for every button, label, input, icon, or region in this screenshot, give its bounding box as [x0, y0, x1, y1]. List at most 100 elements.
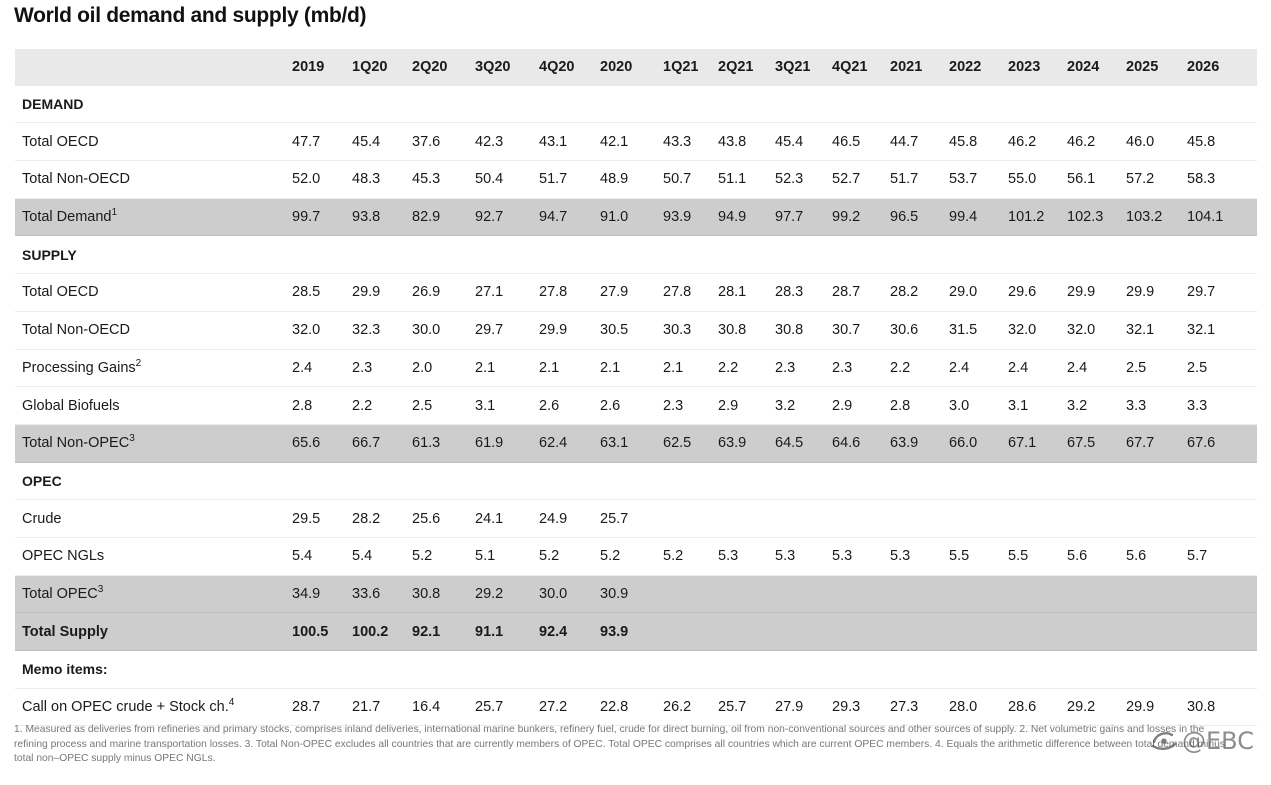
table-body: DEMAND Total OECD 47.7 45.4 37.6 42.3 43.1 42.1…: [15, 85, 1257, 727]
row-label: Total Non-OPEC3: [15, 424, 292, 463]
value-cell: 2.4: [949, 349, 1008, 388]
value-cell: [412, 85, 475, 124]
value-cell: [539, 85, 600, 124]
value-cell: [412, 235, 475, 275]
value-cell: 24.9: [539, 499, 600, 538]
value-cell: 3.0: [949, 386, 1008, 425]
table-row-global-biofuels: Global Biofuels 2.8 2.2 2.5 3.1 2.6 2.6 2.3 2.9 3…: [15, 386, 1257, 425]
value-cell: 64.5: [775, 424, 832, 463]
value-cell: [832, 462, 890, 501]
total-row-total-demand: Total Demand1 99.7 93.8 82.9 92.7 94.7 91.0 93.…: [15, 198, 1257, 237]
value-cell: 2.3: [352, 349, 412, 388]
value-cell: 5.3: [775, 537, 832, 576]
value-cell: 27.9: [775, 688, 832, 727]
value-cell: 56.1: [1067, 160, 1126, 199]
value-cell: 5.5: [1008, 537, 1067, 576]
value-cell: 2.6: [600, 386, 663, 425]
value-cell: 96.5: [890, 198, 949, 237]
row-label-text: Processing Gains: [22, 359, 136, 376]
value-cell: 29.7: [1187, 273, 1257, 312]
value-cell: 30.0: [539, 575, 600, 614]
value-cell: 92.1: [412, 612, 475, 651]
value-cell: 25.7: [718, 688, 775, 727]
value-cell: [663, 612, 718, 651]
value-cell: 52.7: [832, 160, 890, 199]
value-cell: 104.1: [1187, 198, 1257, 237]
value-cell: 93.9: [600, 612, 663, 651]
value-cell: [1008, 575, 1067, 614]
value-cell: 93.8: [352, 198, 412, 237]
value-cell: [832, 85, 890, 124]
value-cell: 5.4: [292, 537, 352, 576]
value-cell: 26.2: [663, 688, 718, 727]
value-cell: 30.9: [600, 575, 663, 614]
row-label-text: Crude: [22, 510, 62, 527]
value-cell: 2.1: [475, 349, 539, 388]
value-cell: 25.7: [600, 499, 663, 538]
value-cell: 32.0: [1067, 311, 1126, 350]
value-cell: [718, 575, 775, 614]
watermark-text: @EBC: [1182, 727, 1254, 755]
value-cell: 29.7: [475, 311, 539, 350]
value-cell: [663, 575, 718, 614]
column-header-1q21: 1Q21: [663, 49, 718, 86]
value-cell: 25.6: [412, 499, 475, 538]
value-cell: [775, 85, 832, 124]
value-cell: [1067, 499, 1126, 538]
value-cell: [718, 499, 775, 538]
value-cell: [1067, 575, 1126, 614]
value-cell: [890, 575, 949, 614]
table-row-total-oecd: Total OECD 28.5 29.9 26.9 27.1 27.8 27.9 27.8 28…: [15, 273, 1257, 312]
value-cell: [832, 499, 890, 538]
footnote-marker: 4: [228, 697, 235, 709]
value-cell: [539, 650, 600, 689]
value-cell: 92.7: [475, 198, 539, 237]
value-cell: [1126, 575, 1187, 614]
value-cell: 2.8: [292, 386, 352, 425]
value-cell: 99.7: [292, 198, 352, 237]
value-cell: 25.7: [475, 688, 539, 727]
column-header-2025: 2025: [1126, 49, 1187, 86]
footnote-marker: 2: [135, 357, 142, 369]
value-cell: 63.9: [718, 424, 775, 463]
row-label: Total Non-OECD: [15, 160, 292, 199]
row-label-text: SUPPLY: [22, 246, 77, 263]
row-label-text: OPEC: [22, 472, 62, 489]
value-cell: 29.2: [1067, 688, 1126, 727]
value-cell: 2.1: [663, 349, 718, 388]
value-cell: 32.0: [292, 311, 352, 350]
value-cell: 67.5: [1067, 424, 1126, 463]
value-cell: 102.3: [1067, 198, 1126, 237]
row-label-text: OPEC NGLs: [22, 548, 105, 565]
value-cell: 28.6: [1008, 688, 1067, 727]
value-cell: 29.9: [1067, 273, 1126, 312]
row-label-text: Total OECD: [22, 133, 99, 150]
value-cell: 30.6: [890, 311, 949, 350]
value-cell: 44.7: [890, 122, 949, 162]
value-cell: 2.1: [600, 349, 663, 388]
value-cell: 58.3: [1187, 160, 1257, 199]
value-cell: [890, 235, 949, 275]
row-label: Total Demand1: [15, 198, 292, 237]
table-row-crude: Crude 29.5 28.2 25.6 24.1 24.9 25.7: [15, 499, 1257, 538]
value-cell: 32.3: [352, 311, 412, 350]
value-cell: [352, 650, 412, 689]
value-cell: [718, 235, 775, 275]
value-cell: 2.3: [775, 349, 832, 388]
value-cell: [412, 650, 475, 689]
value-cell: 52.3: [775, 160, 832, 199]
value-cell: 2.3: [832, 349, 890, 388]
value-cell: [890, 612, 949, 651]
value-cell: [1008, 499, 1067, 538]
value-cell: [890, 499, 949, 538]
value-cell: [832, 235, 890, 275]
value-cell: 30.8: [1187, 688, 1257, 727]
value-cell: 28.7: [832, 273, 890, 312]
value-cell: 45.8: [949, 122, 1008, 162]
row-label: Crude: [15, 499, 292, 538]
row-label: DEMAND: [15, 85, 292, 124]
value-cell: 2.5: [412, 386, 475, 425]
row-label-text: Total OPEC: [22, 585, 98, 602]
value-cell: [890, 650, 949, 689]
value-cell: 5.1: [475, 537, 539, 576]
